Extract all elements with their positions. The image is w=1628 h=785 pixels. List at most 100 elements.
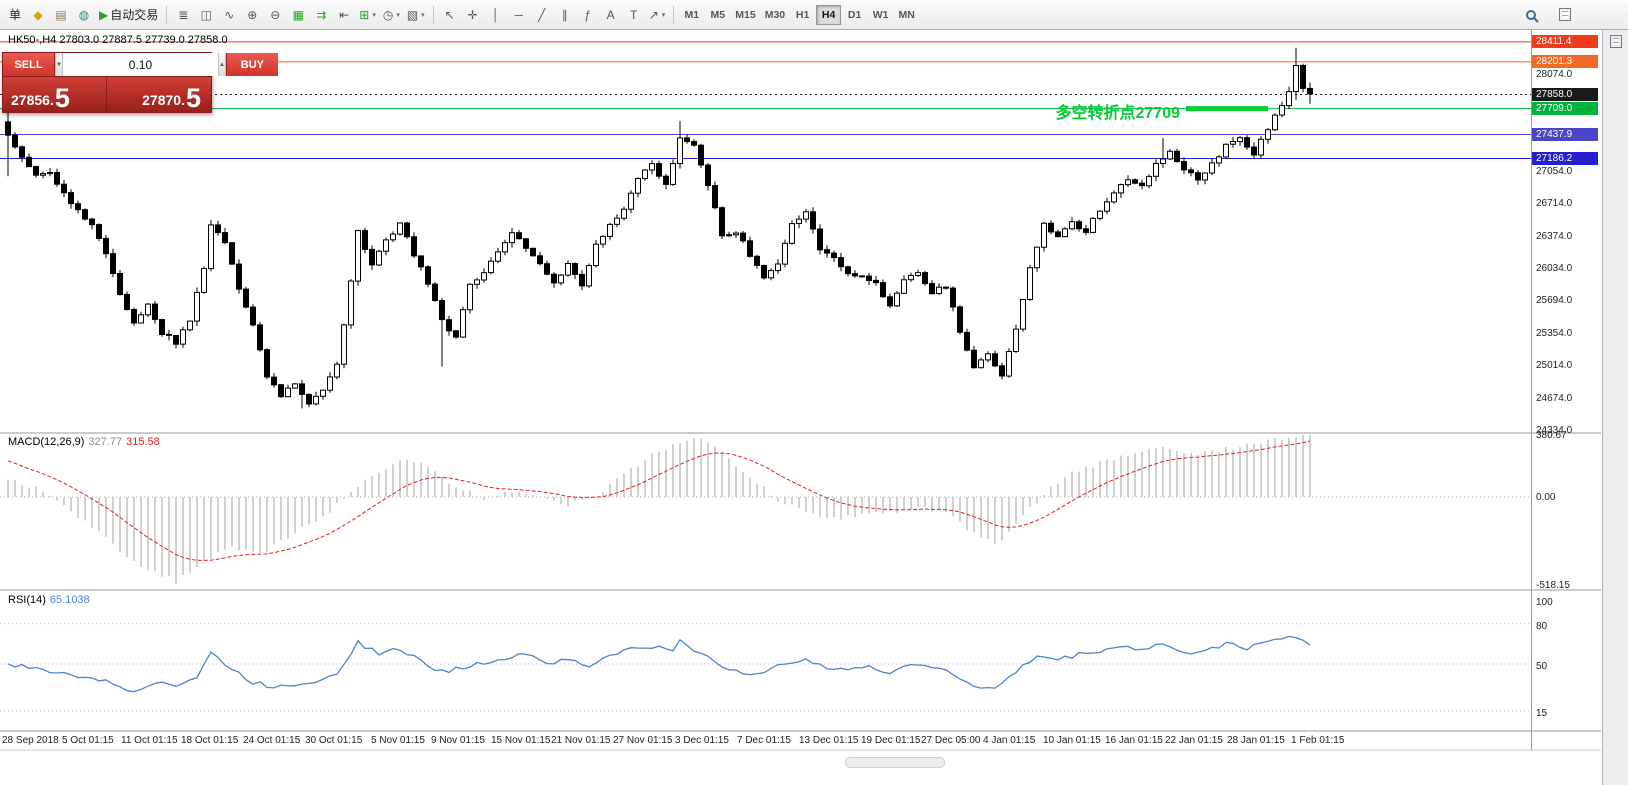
templates-icon[interactable]: ▧ ▾ bbox=[406, 7, 425, 22]
macd-axis-label: -518.15 bbox=[1536, 580, 1570, 591]
bottom-scrollbar-thumb[interactable] bbox=[845, 757, 945, 768]
time-axis-label: 4 Jan 01:15 bbox=[983, 735, 1036, 746]
indicators-icon[interactable]: ⊞ ▾ bbox=[359, 7, 376, 22]
sell-button[interactable]: SELL bbox=[3, 53, 55, 76]
price-badge: 28201.3 bbox=[1532, 55, 1598, 68]
axis-price-label: 26714.0 bbox=[1536, 198, 1573, 209]
rsi-value: 65.1038 bbox=[49, 594, 90, 606]
volume-decrease-button[interactable]: ▼ bbox=[55, 53, 63, 76]
timeframe-mn[interactable]: MN bbox=[898, 8, 915, 21]
rsi-name: RSI(14) bbox=[8, 594, 46, 606]
price-badge: 27437.9 bbox=[1532, 128, 1598, 141]
turning-point-text: 多空转折点27709 bbox=[1056, 103, 1181, 122]
axis-price-label: 24334.0 bbox=[1536, 425, 1573, 436]
rsi-panel bbox=[0, 623, 1531, 712]
tile-windows-icon[interactable]: ▦ bbox=[292, 7, 304, 22]
zoom-in-icon[interactable]: ⊕ bbox=[247, 7, 258, 22]
auto-scroll-icon[interactable]: ⇉ bbox=[316, 7, 327, 22]
candles bbox=[5, 47, 1313, 409]
metaeditor-icon[interactable]: ◆ bbox=[33, 7, 43, 22]
vertical-line-icon[interactable]: │ bbox=[491, 7, 500, 22]
timeframe-d1[interactable]: D1 bbox=[847, 8, 862, 21]
timeframe-m5[interactable]: M5 bbox=[710, 8, 726, 21]
timeframe-w1[interactable]: W1 bbox=[872, 8, 889, 21]
timeframe-h1[interactable]: H1 bbox=[795, 8, 810, 21]
rsi-axis-label: 50 bbox=[1536, 661, 1548, 672]
time-axis-label: 28 Jan 01:15 bbox=[1227, 735, 1285, 746]
time-axis[interactable]: 28 Sep 2018 5 Oct 01:15 11 Oct 01:15 18 Oct… bbox=[0, 732, 1532, 749]
time-axis-label: 11 Oct 01:15 bbox=[121, 735, 178, 746]
price-badge: 27186.2 bbox=[1532, 152, 1598, 165]
toolbar-separator bbox=[432, 5, 434, 24]
autotrading-button[interactable]: ▶ 自动交易 bbox=[99, 7, 159, 22]
channel-icon[interactable]: ∥ bbox=[561, 7, 568, 22]
rsi-axis-label: 15 bbox=[1536, 708, 1548, 719]
bar-chart-icon[interactable]: ≣ bbox=[178, 7, 189, 22]
market-watch-icon[interactable]: ◍ bbox=[78, 7, 90, 22]
time-axis-label: 27 Nov 01:15 bbox=[613, 735, 673, 746]
chart-comment-icon[interactable] bbox=[1554, 4, 1576, 26]
time-axis-label: 13 Dec 01:15 bbox=[799, 735, 859, 746]
axis-price-label: 24674.0 bbox=[1536, 393, 1573, 404]
trendline-icon[interactable]: ╱ bbox=[538, 7, 546, 22]
axis-price-label: 26034.0 bbox=[1536, 263, 1573, 274]
timeframe-m15[interactable]: M15 bbox=[735, 8, 756, 21]
chart-window: 多空转折点27709 HK50-,H4 27803.0 27887.5 2773… bbox=[0, 30, 1628, 785]
rsi-line bbox=[7, 635, 1311, 693]
axis-price-label: 28074.0 bbox=[1536, 69, 1573, 80]
text-icon[interactable]: A bbox=[606, 7, 615, 22]
price-chart: 多空转折点27709 bbox=[0, 30, 1601, 751]
toolbar-buttons: 单 ◆ ▤ ◍ ▶ 自动交易 ≣ ◫ ∿ ⊕ ⊖ ▦ ⇉ ⇤ ⊞ ▾ ◷ ▾ ▧ ▾ ↖ ✛ │ ─ ╱ ∥ ƒ A T ↗ ▾ M1 M5 M1… bbox=[4, 4, 919, 26]
one-click-trading-panel: SELL ▼ ▲ BUY 27856.5 27870.5 bbox=[2, 52, 278, 113]
time-axis-label: 5 Nov 01:15 bbox=[371, 735, 425, 746]
price-badge: 27709.0 bbox=[1532, 102, 1598, 115]
horizontal-level-lines[interactable] bbox=[0, 41, 1531, 159]
search-icon[interactable] bbox=[1520, 4, 1542, 26]
buy-price[interactable]: 27870. 5 bbox=[105, 77, 212, 112]
axis-price-label: 27054.0 bbox=[1536, 166, 1573, 177]
volume-input[interactable] bbox=[62, 53, 218, 76]
horizontal-line-icon[interactable]: ─ bbox=[514, 7, 523, 22]
time-axis-label: 10 Jan 01:15 bbox=[1043, 735, 1101, 746]
price-badge: 27858.0 bbox=[1532, 88, 1598, 101]
timeframe-m1[interactable]: M1 bbox=[684, 8, 700, 21]
time-axis-label: 28 Sep 2018 bbox=[2, 735, 59, 746]
time-axis-label: 15 Nov 01:15 bbox=[491, 735, 551, 746]
toolbar-separator bbox=[166, 5, 168, 24]
panel-dividers bbox=[0, 30, 1601, 751]
time-axis-label: 30 Oct 01:15 bbox=[305, 735, 363, 746]
timeframe-h4[interactable]: H4 bbox=[816, 4, 842, 25]
macd-value-2: 315.58 bbox=[126, 436, 160, 448]
rsi-axis-label: 100 bbox=[1536, 597, 1553, 608]
line-chart-icon[interactable]: ∿ bbox=[224, 7, 235, 22]
turning-point-annotation[interactable]: 多空转折点27709 bbox=[1056, 103, 1269, 122]
time-axis-label: 18 Oct 01:15 bbox=[181, 735, 239, 746]
buy-button[interactable]: BUY bbox=[225, 53, 278, 76]
toolbar-right-group bbox=[1520, 4, 1576, 26]
price-axis[interactable]: 28074.0 27054.0 26714.0 26374.0 26034.0 25694… bbox=[1532, 30, 1601, 751]
quick-panel-icon[interactable] bbox=[1609, 35, 1622, 48]
crosshair-icon[interactable]: ✛ bbox=[467, 7, 478, 22]
time-axis-label: 5 Oct 01:15 bbox=[62, 735, 114, 746]
new-chart-icon[interactable]: ▤ bbox=[55, 7, 67, 22]
arrows-icon[interactable]: ↗ ▾ bbox=[648, 7, 666, 22]
new-order-button[interactable]: 单 bbox=[8, 8, 21, 22]
macd-axis-label: 0.00 bbox=[1536, 492, 1556, 503]
zoom-out-icon[interactable]: ⊖ bbox=[270, 7, 281, 22]
timeframe-m30[interactable]: M30 bbox=[764, 8, 786, 21]
label-icon[interactable]: T bbox=[630, 7, 638, 22]
macd-label: MACD(12,26,9) 327.77 315.58 bbox=[8, 436, 164, 448]
macd-signal-line bbox=[7, 440, 1311, 561]
volume-increase-button[interactable]: ▲ bbox=[217, 53, 226, 76]
chart-shift-icon[interactable]: ⇤ bbox=[339, 7, 350, 22]
rsi-axis-label: 80 bbox=[1536, 621, 1548, 632]
candlestick-chart-icon[interactable]: ◫ bbox=[200, 7, 212, 22]
fibonacci-icon[interactable]: ƒ bbox=[584, 7, 592, 22]
right-panel-strip bbox=[1602, 30, 1628, 785]
sell-price[interactable]: 27856. 5 bbox=[11, 83, 70, 113]
time-axis-label: 19 Dec 01:15 bbox=[861, 735, 921, 746]
cursor-icon[interactable]: ↖ bbox=[444, 7, 455, 22]
time-axis-label: 1 Feb 01:15 bbox=[1291, 735, 1345, 746]
time-axis-label: 9 Nov 01:15 bbox=[431, 735, 485, 746]
periods-icon[interactable]: ◷ ▾ bbox=[382, 7, 400, 22]
